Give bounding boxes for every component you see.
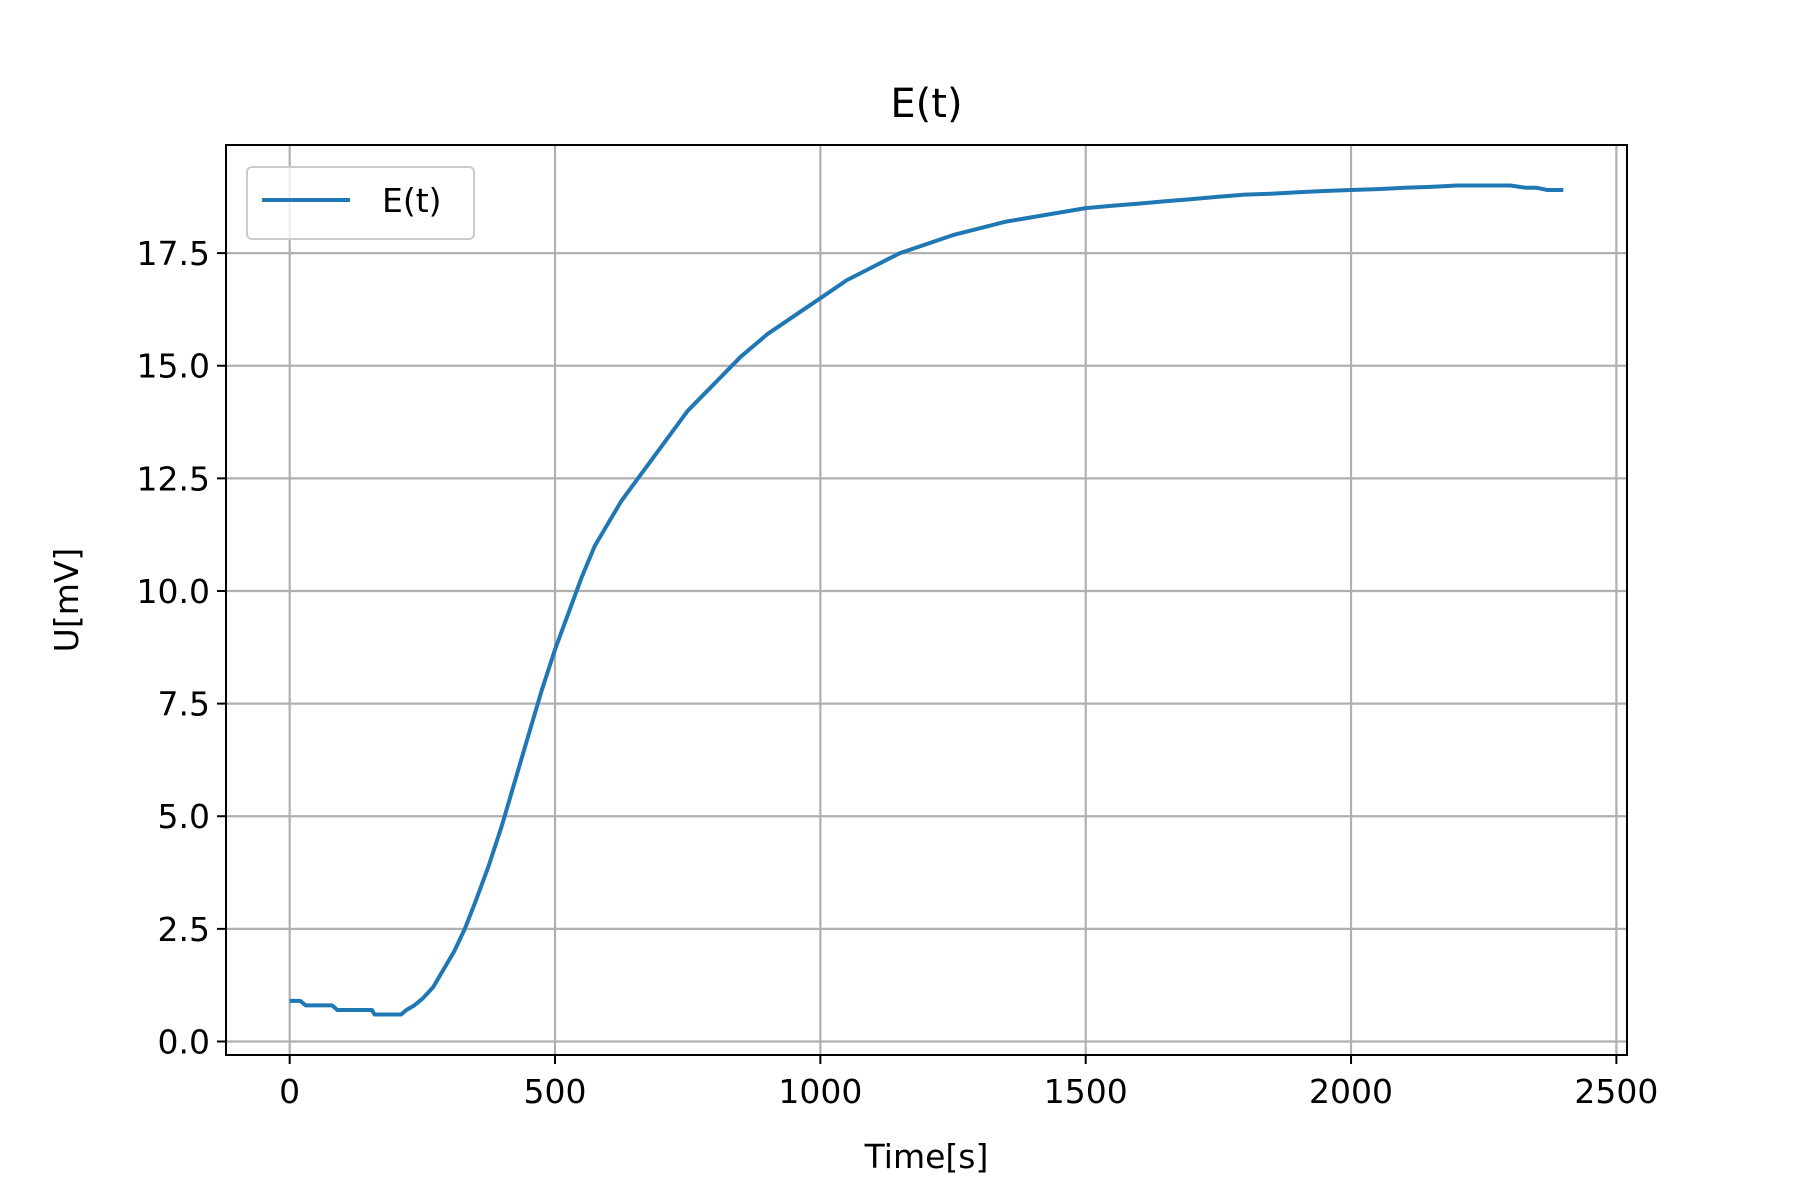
y-axis-label: U[mV]: [47, 548, 86, 653]
legend-box: [246, 166, 475, 240]
y-tick-label: 5.0: [158, 797, 210, 836]
chart-title: E(t): [890, 81, 962, 127]
x-tick-label: 2000: [1309, 1072, 1393, 1111]
x-tick-label: 1500: [1044, 1072, 1128, 1111]
axes-frame: [225, 144, 1628, 1056]
x-tick-label: 0: [279, 1072, 300, 1111]
series-line: [289, 183, 1564, 1017]
y-tick-label: 2.5: [158, 910, 210, 949]
y-tick-label: 10.0: [137, 572, 210, 611]
y-tick-label: 12.5: [137, 459, 210, 498]
ticks: 0 500 1000 1500 2000 2500 0.0 2.5 5.0 7.5 10.0 12.5…: [137, 234, 1659, 1111]
x-axis-label: Time[s]: [864, 1137, 989, 1176]
legend: E(t): [246, 166, 475, 240]
x-tick-label: 2500: [1574, 1072, 1658, 1111]
legend-entry: E(t): [382, 181, 442, 220]
y-tick-label: 0.0: [158, 1022, 210, 1061]
y-tick-label: 7.5: [158, 685, 210, 724]
series-layer: [289, 183, 1564, 1017]
y-tick-label: 17.5: [137, 234, 210, 273]
x-tick-label: 500: [524, 1072, 587, 1111]
y-tick-label: 15.0: [137, 347, 210, 386]
x-tick-label: 1000: [778, 1072, 862, 1111]
